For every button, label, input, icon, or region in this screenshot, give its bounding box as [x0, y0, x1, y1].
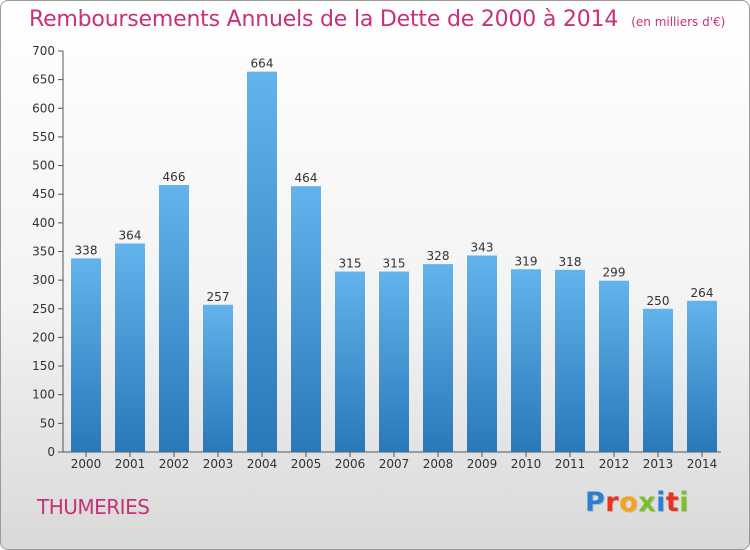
x-tick-label: 2007 [379, 457, 410, 471]
x-tick-label: 2004 [247, 457, 278, 471]
logo-letter: i [679, 487, 690, 518]
bar [291, 186, 321, 453]
y-tick-label: 150 [32, 359, 55, 373]
bar-value-label: 264 [691, 286, 714, 300]
bar-value-label: 466 [163, 170, 186, 184]
y-tick-label: 400 [32, 216, 55, 230]
logo-letter: i [656, 487, 666, 518]
y-tick-label: 0 [47, 445, 55, 459]
bar-value-label: 257 [207, 290, 230, 304]
bar [335, 271, 365, 452]
y-tick-label: 650 [32, 73, 55, 87]
data-labels: 338 364 466 257 664 464 315 315 328 343 319 318 299 2… [75, 57, 714, 308]
x-tick-label: 2013 [643, 457, 674, 471]
axes: 0 50 100 150 200 250 300 350 400 450 500 550 600 650 7… [32, 44, 721, 471]
y-tick-label: 350 [32, 245, 55, 259]
logo-letter: r [605, 487, 620, 518]
logo-letter: x [638, 487, 657, 518]
bar [467, 255, 497, 452]
bar [379, 271, 409, 452]
y-tick-label: 300 [32, 273, 55, 287]
y-tick-label: 600 [32, 101, 55, 115]
bar [511, 269, 541, 452]
bar-value-label: 328 [427, 249, 450, 263]
bar [423, 264, 453, 452]
x-tick-label: 2011 [555, 457, 586, 471]
bar-value-label: 343 [471, 241, 494, 255]
proxiti-logo[interactable]: Proxiti [585, 487, 689, 518]
x-tick-label: 2012 [599, 457, 630, 471]
bar-value-label: 364 [119, 228, 142, 242]
chart-unit: (en milliers d'€) [631, 15, 726, 29]
y-tick-label: 700 [32, 44, 55, 58]
x-tick-label: 2014 [687, 457, 718, 471]
y-tick-label: 100 [32, 388, 55, 402]
bar [159, 185, 189, 452]
bar [71, 258, 101, 452]
bar [599, 280, 629, 452]
y-tick-label: 50 [40, 416, 55, 430]
bar [687, 300, 717, 452]
x-tick-label: 2010 [511, 457, 542, 471]
bar-value-label: 664 [251, 57, 274, 71]
bar [203, 304, 233, 452]
bar-value-label: 338 [75, 243, 98, 257]
bar [115, 243, 145, 452]
chart-title-row: Remboursements Annuels de la Dette de 20… [29, 7, 725, 32]
x-tick-label: 2006 [335, 457, 366, 471]
y-tick-label: 200 [32, 330, 55, 344]
bar-value-label: 319 [515, 254, 538, 268]
x-tick-label: 2001 [115, 457, 146, 471]
chart-title: Remboursements Annuels de la Dette de 20… [29, 7, 619, 32]
y-tick-label: 450 [32, 187, 55, 201]
y-tick-label: 250 [32, 302, 55, 316]
logo-letter: t [665, 487, 680, 518]
bar-value-label: 315 [383, 257, 406, 271]
y-tick-label: 550 [32, 130, 55, 144]
x-tick-label: 2002 [159, 457, 190, 471]
x-tick-label: 2005 [291, 457, 322, 471]
bar-value-label: 464 [295, 171, 318, 185]
bar [247, 71, 277, 452]
x-tick-label: 2009 [467, 457, 498, 471]
x-tick-label: 2000 [71, 457, 102, 471]
bar-value-label: 315 [339, 257, 362, 271]
bar-value-label: 299 [603, 266, 626, 280]
commune-name: THUMERIES [37, 495, 150, 519]
bar [643, 308, 673, 452]
bar-value-label: 318 [559, 255, 582, 269]
logo-letter: o [619, 487, 639, 518]
logo-letter: P [585, 487, 606, 518]
bar-value-label: 250 [647, 294, 670, 308]
x-tick-label: 2003 [203, 457, 234, 471]
bars [71, 71, 717, 453]
bar [555, 269, 585, 452]
y-tick-label: 500 [32, 159, 55, 173]
x-tick-label: 2008 [423, 457, 454, 471]
